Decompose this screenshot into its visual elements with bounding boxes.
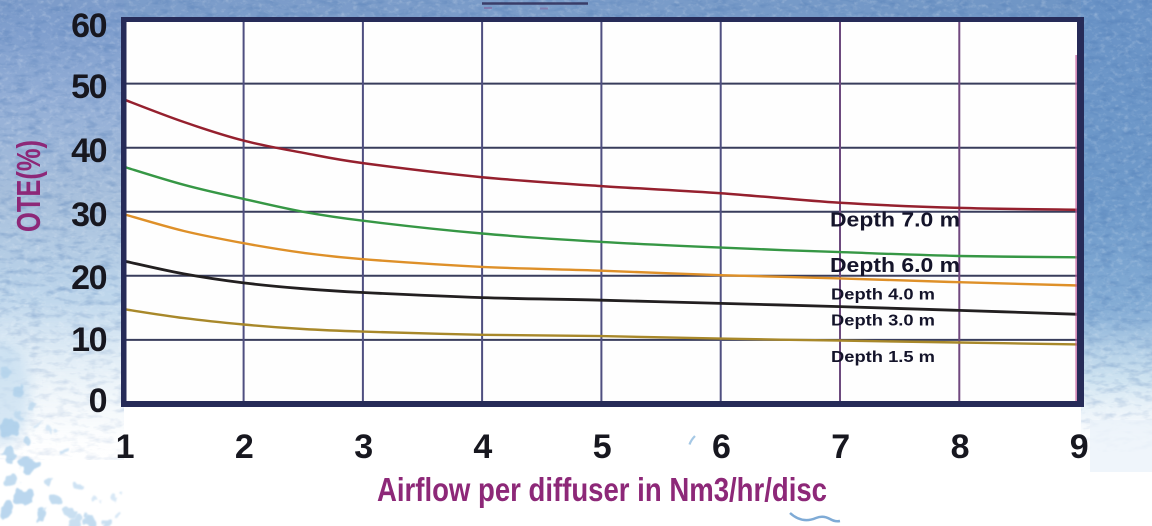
svg-text:OTE(%): OTE(%) (10, 140, 47, 232)
svg-text:3: 3 (354, 428, 372, 466)
svg-text:Depth 1.5 m: Depth 1.5 m (831, 349, 935, 366)
svg-text:10: 10 (71, 321, 106, 359)
svg-text:60: 60 (71, 7, 106, 45)
svg-text:Depth 4.0 m: Depth 4.0 m (831, 287, 935, 304)
svg-text:20: 20 (71, 259, 106, 297)
svg-text:Depth 7.0 m: Depth 7.0 m (830, 209, 960, 232)
svg-text:1: 1 (116, 428, 134, 466)
svg-text:Depth 6.0 m: Depth 6.0 m (830, 254, 960, 277)
svg-text:5: 5 (593, 428, 611, 466)
svg-text:30: 30 (71, 196, 106, 234)
svg-text:Depth 3.0 m: Depth 3.0 m (831, 313, 935, 330)
svg-text:4: 4 (473, 428, 492, 466)
svg-text:50: 50 (71, 68, 106, 106)
svg-text:6: 6 (712, 428, 730, 466)
svg-text:8: 8 (951, 428, 969, 466)
svg-text:Airflow per diffuser in Nm3/hr: Airflow per diffuser in Nm3/hr/disc (377, 471, 827, 508)
svg-text:0: 0 (89, 382, 107, 420)
svg-text:40: 40 (71, 132, 106, 170)
svg-text:2: 2 (235, 428, 253, 466)
svg-text:7: 7 (831, 428, 849, 466)
svg-text:9: 9 (1070, 428, 1088, 466)
